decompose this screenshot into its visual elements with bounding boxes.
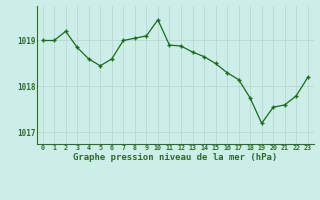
X-axis label: Graphe pression niveau de la mer (hPa): Graphe pression niveau de la mer (hPa) <box>73 153 277 162</box>
